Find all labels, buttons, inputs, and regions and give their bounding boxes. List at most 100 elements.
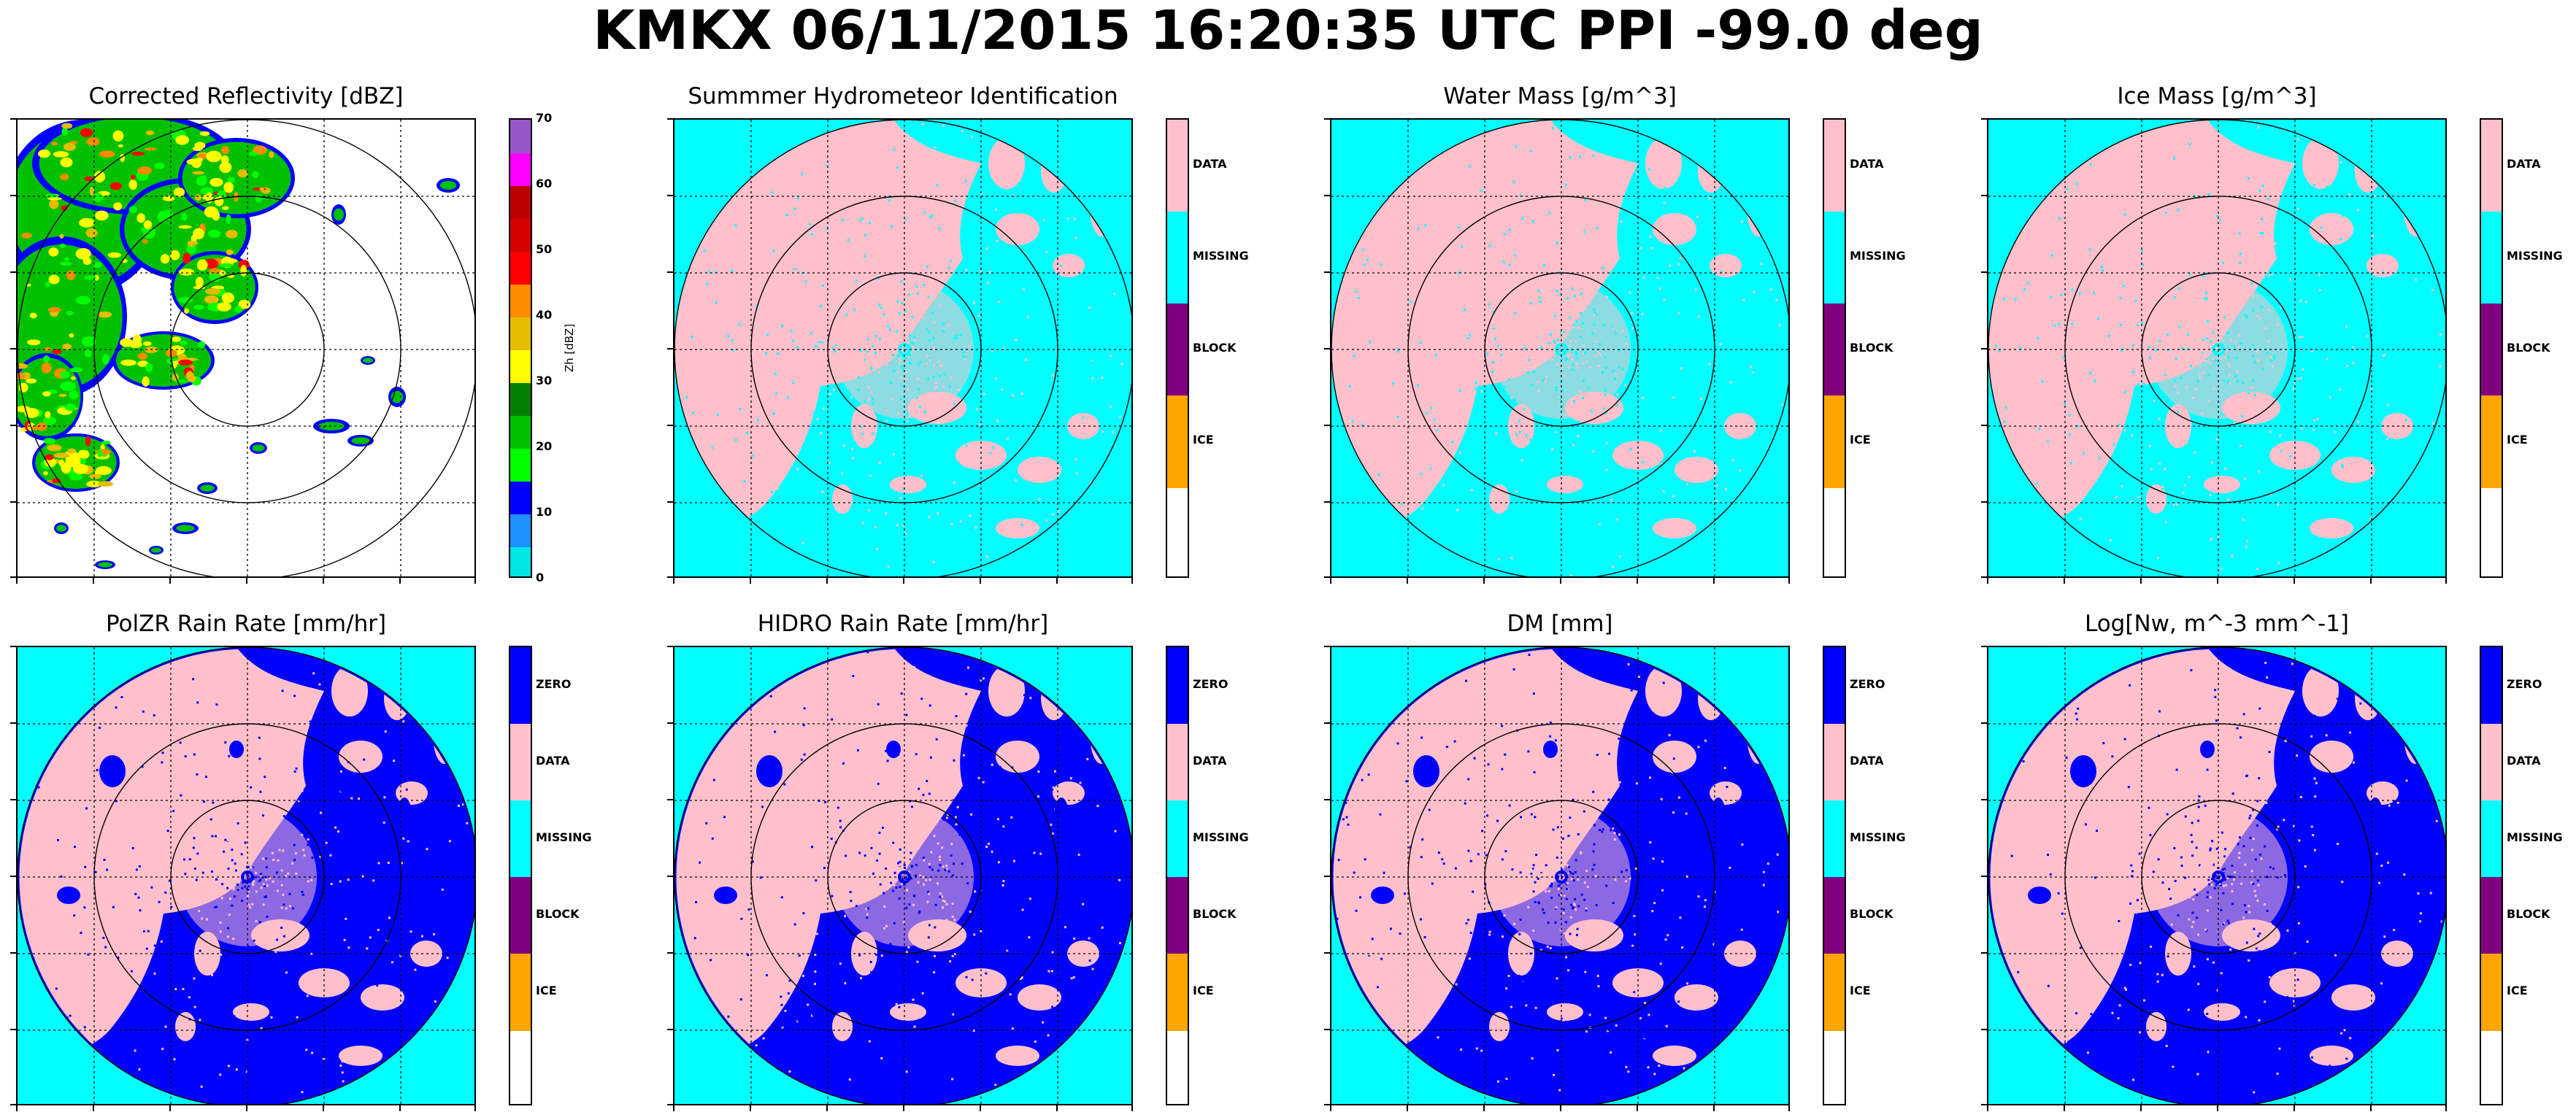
speckle	[130, 867, 133, 870]
speckle	[2090, 1013, 2093, 1016]
speckle	[1570, 903, 1573, 906]
speckle	[1340, 864, 1342, 867]
x-tick	[1788, 1105, 1790, 1111]
speckle	[2148, 752, 2151, 754]
speckle	[991, 763, 993, 766]
speckle	[2383, 935, 2386, 938]
x-tick	[93, 1105, 94, 1111]
speckle	[2423, 248, 2426, 250]
speckle	[2221, 831, 2223, 834]
speckle	[1120, 363, 1123, 366]
speckle	[1620, 231, 1623, 233]
speckle	[1672, 757, 1675, 760]
speckle	[1556, 1026, 1558, 1029]
speckle	[891, 854, 894, 857]
speckle	[247, 903, 250, 906]
speckle	[1995, 344, 1998, 347]
speckle	[2148, 425, 2151, 428]
speckle	[1473, 757, 1476, 760]
speckle	[885, 924, 888, 927]
speckle	[789, 947, 792, 950]
speckle	[2415, 278, 2418, 281]
speckle	[1642, 896, 1645, 899]
speckle	[2238, 334, 2241, 337]
speckle	[1739, 223, 1742, 225]
speckle	[22, 887, 25, 889]
speckle	[1047, 1040, 1050, 1043]
speckle	[247, 719, 250, 722]
speckle	[1342, 295, 1345, 298]
speckle	[996, 240, 999, 242]
speckle	[1446, 887, 1449, 889]
speckle	[1458, 390, 1461, 393]
speckle	[1420, 856, 1423, 859]
speckle	[2089, 212, 2092, 214]
echo-core	[69, 333, 74, 338]
speckle	[2223, 878, 2226, 881]
speckle	[2184, 733, 2187, 735]
speckle	[2129, 902, 2131, 905]
speckle	[1353, 354, 1356, 357]
speckle	[734, 439, 737, 441]
speckle	[886, 760, 889, 762]
speckle	[947, 870, 950, 873]
speckle	[269, 921, 272, 924]
echo-core	[93, 262, 102, 268]
speckle	[1358, 296, 1360, 299]
speckle	[1672, 811, 1675, 814]
speckle	[798, 838, 801, 841]
speckle	[2340, 1032, 2343, 1035]
x-tick	[1483, 1105, 1485, 1111]
speckle	[2180, 856, 2183, 859]
speckle	[2087, 859, 2090, 862]
speckle	[1425, 412, 1428, 414]
speckle	[2245, 316, 2248, 319]
speckle	[804, 450, 807, 453]
speckle	[1775, 298, 1778, 301]
speckle	[2218, 1006, 2221, 1008]
speckle	[1602, 266, 1604, 269]
speckle	[2207, 958, 2209, 961]
speckle	[707, 888, 710, 891]
speckle	[471, 841, 474, 844]
speckle	[883, 241, 886, 244]
echo-core	[208, 229, 221, 238]
speckle	[75, 927, 78, 930]
speckle	[2292, 404, 2295, 407]
speckle	[2216, 438, 2219, 440]
speckle	[1607, 798, 1610, 801]
speckle	[1603, 323, 1606, 326]
speckle	[1575, 340, 1577, 343]
speckle	[1585, 1030, 1588, 1033]
speckle	[341, 1071, 344, 1074]
speckle	[1002, 825, 1005, 828]
speckle	[1469, 860, 1472, 862]
speckle	[1680, 367, 1683, 370]
speckle	[2138, 852, 2141, 855]
speckle	[1656, 741, 1659, 744]
speckle	[1546, 946, 1549, 948]
speckle	[120, 696, 123, 698]
speckle	[2180, 347, 2183, 349]
speckle	[2296, 754, 2298, 757]
colorbar-segment	[510, 448, 531, 482]
speckle	[106, 868, 109, 871]
speckle	[1556, 826, 1559, 829]
speckle	[234, 862, 237, 865]
speckle	[875, 953, 878, 956]
speckle	[2056, 942, 2059, 945]
speckle	[2221, 439, 2224, 441]
speckle	[938, 227, 941, 230]
speckle	[1584, 352, 1587, 355]
speckle	[964, 179, 967, 182]
speckle	[1396, 259, 1399, 262]
speckle	[987, 842, 990, 845]
speckle	[2234, 396, 2237, 399]
speckle	[2348, 321, 2350, 324]
speckle	[889, 1016, 892, 1019]
speckle	[2131, 434, 2134, 437]
speckle	[1559, 397, 1562, 399]
speckle	[891, 474, 894, 476]
speckle	[1047, 314, 1050, 317]
speckle	[868, 398, 871, 401]
